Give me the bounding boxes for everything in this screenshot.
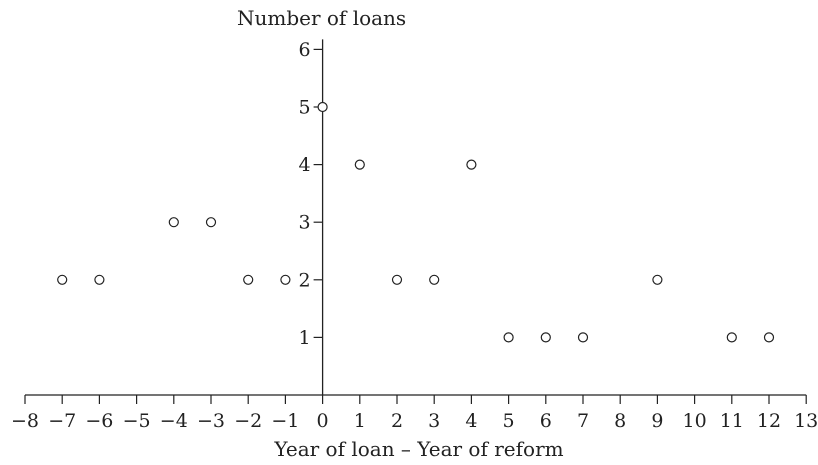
data-point <box>503 332 514 343</box>
x-tick-label: −7 <box>48 410 76 432</box>
x-axis-title: Year of loan – Year of reform <box>273 437 563 461</box>
x-tick-label: 8 <box>614 410 626 432</box>
x-tick-label: 5 <box>503 410 515 432</box>
axes <box>25 39 807 396</box>
data-point <box>763 332 775 343</box>
x-tick-label: 3 <box>428 410 440 432</box>
y-ticks: 1 2 3 4 5 6 <box>299 39 323 349</box>
data-point <box>466 159 477 170</box>
data-point <box>652 274 663 285</box>
x-tick-label: −5 <box>123 410 151 432</box>
data-point <box>317 101 328 113</box>
x-tick-label: −3 <box>197 410 225 432</box>
data-point <box>205 217 217 228</box>
data-point <box>354 159 365 170</box>
data-point <box>726 332 737 343</box>
x-tick-label: −8 <box>11 410 39 432</box>
data-point <box>243 274 254 285</box>
x-tick-label: 11 <box>720 410 744 432</box>
data-point <box>540 332 551 343</box>
x-tick-label: 1 <box>354 410 366 432</box>
data-points <box>57 101 775 343</box>
data-point <box>429 274 440 285</box>
x-ticks: −8 −7 −6 −5 −4 −3 −2 −1 0 1 2 3 4 5 6 7 8 9 10 11 12 13 <box>11 395 818 432</box>
y-tick-label: 2 <box>299 269 311 291</box>
x-tick-label: −1 <box>271 410 299 432</box>
x-tick-label: 9 <box>651 410 663 432</box>
y-axis-title: Number of loans <box>237 6 406 30</box>
x-tick-label: 12 <box>757 410 781 432</box>
data-point <box>94 274 105 285</box>
x-tick-label: 7 <box>577 410 589 432</box>
data-point <box>391 274 403 285</box>
y-tick-label: 4 <box>299 154 311 176</box>
x-tick-label: 6 <box>540 410 552 432</box>
data-point <box>577 332 589 343</box>
y-tick-label: 6 <box>299 39 311 61</box>
y-tick-label: 5 <box>299 97 311 119</box>
y-tick-label: 3 <box>299 212 311 234</box>
x-tick-label: −4 <box>160 410 188 432</box>
x-tick-label: −2 <box>234 410 262 432</box>
data-point <box>280 274 291 285</box>
x-tick-label: 0 <box>317 410 329 432</box>
y-tick-label: 1 <box>299 327 311 349</box>
x-tick-label: 4 <box>465 410 477 432</box>
x-tick-label: 10 <box>683 410 707 432</box>
data-point <box>57 274 68 285</box>
x-tick-label: 13 <box>794 410 818 432</box>
x-tick-label: −6 <box>85 410 113 432</box>
x-tick-label: 2 <box>391 410 403 432</box>
data-point <box>168 217 179 228</box>
